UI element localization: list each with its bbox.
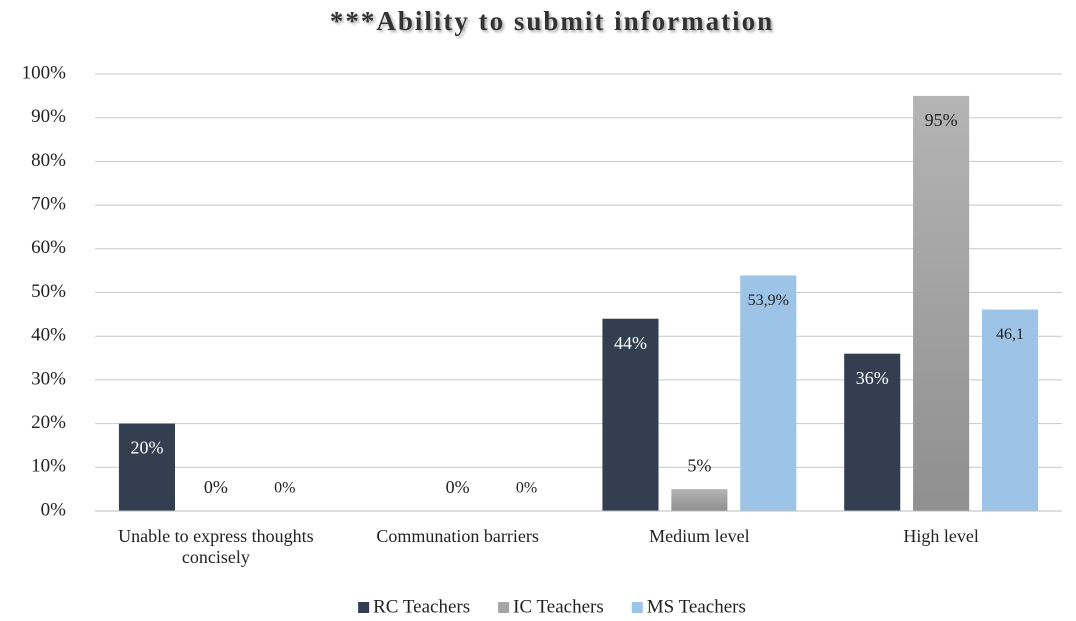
y-tick-label: 0%: [41, 499, 67, 520]
legend-swatch: [498, 602, 510, 613]
data-label: 0%: [204, 477, 228, 497]
data-label: 0%: [446, 477, 470, 497]
y-tick-label: 20%: [31, 412, 66, 433]
bar: [844, 353, 901, 511]
y-tick-label: 60%: [31, 237, 66, 258]
y-tick-label: 30%: [31, 368, 66, 389]
y-tick-label: 70%: [31, 193, 66, 214]
data-label: 95%: [925, 110, 958, 130]
bar: [671, 489, 728, 511]
data-label: 53,9%: [748, 292, 789, 309]
x-tick-label: Communation barriers: [376, 526, 539, 546]
bar: [602, 318, 659, 511]
data-label: 5%: [687, 455, 711, 475]
data-label: 44%: [614, 333, 647, 353]
legend-label: RC Teachers: [373, 596, 470, 617]
bar: [118, 423, 176, 511]
bar: [740, 275, 797, 511]
legend-label: MS Teachers: [647, 596, 746, 617]
x-tick-label: Unable to express thoughts concisely: [118, 526, 314, 567]
legend-swatch: [631, 602, 643, 613]
bar: [913, 95, 970, 511]
y-tick-label: 100%: [22, 62, 67, 83]
data-label: 0%: [274, 480, 295, 497]
data-label: 46,1: [996, 326, 1024, 343]
y-tick-label: 50%: [31, 281, 66, 302]
y-tick-label: 80%: [31, 150, 66, 171]
y-tick-label: 10%: [31, 456, 66, 477]
y-tick-label: 40%: [31, 325, 66, 346]
data-label: 20%: [130, 438, 163, 458]
x-tick-label: High level: [903, 526, 979, 546]
legend-label: IC Teachers: [513, 596, 604, 617]
x-tick-label: Medium level: [649, 526, 750, 546]
chart-title: ***Ability to submit information: [330, 6, 774, 36]
y-tick-label: 90%: [31, 106, 66, 127]
bar: [981, 309, 1039, 511]
data-label: 36%: [856, 368, 889, 388]
data-label: 0%: [516, 480, 537, 497]
legend-swatch: [358, 602, 370, 613]
